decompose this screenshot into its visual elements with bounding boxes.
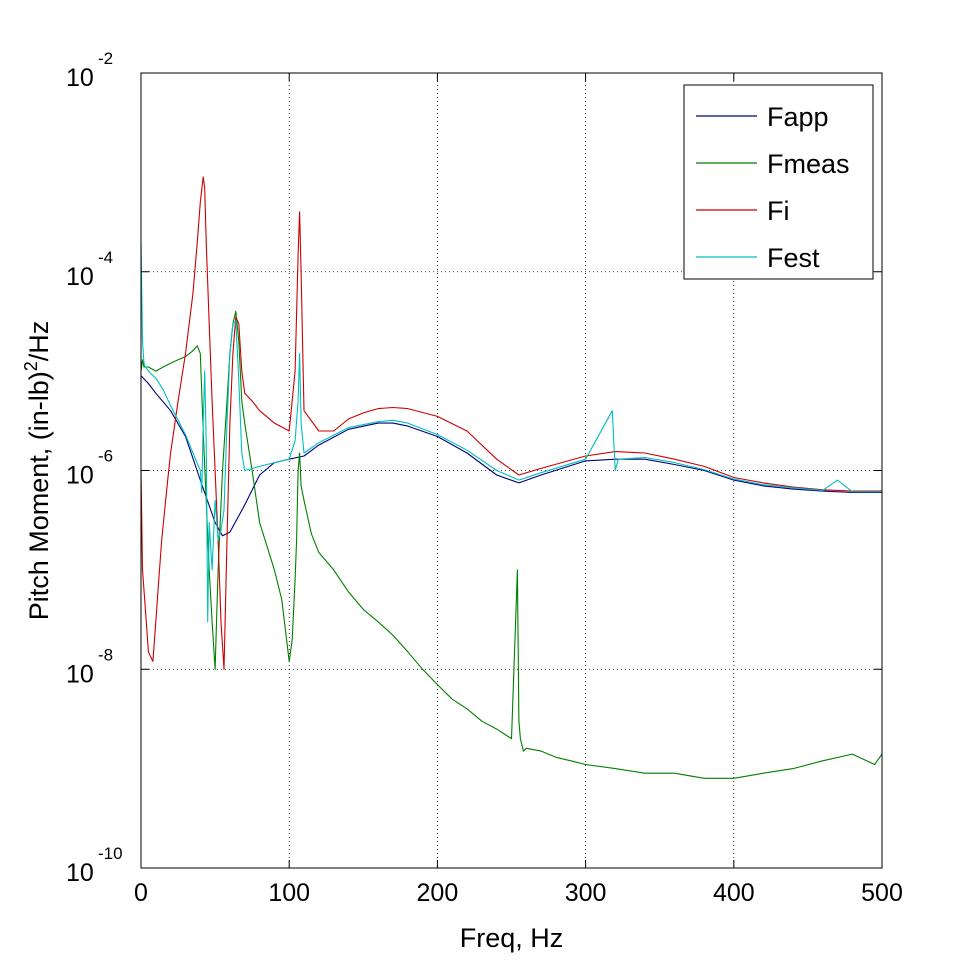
x-tick-label: 200 [417, 879, 459, 907]
series-line-fest [140, 241, 882, 623]
y-axis-title: Pitch Moment, (in-lb)2/Hz [21, 321, 54, 621]
y-axis-title-main: Pitch Moment, (in-lb) [24, 371, 54, 620]
legend-label: Fapp [767, 102, 829, 132]
legend-label: Fmeas [767, 149, 850, 179]
y-tick-label-exponent: -10 [98, 844, 123, 863]
y-tick-label-exponent: -6 [98, 447, 113, 466]
x-axis-title: Freq, Hz [460, 923, 564, 953]
y-tick-label-exponent: -4 [98, 248, 113, 267]
legend-label: Fest [767, 243, 820, 273]
y-tick-label-exponent: -8 [98, 645, 113, 664]
x-tick-label: 0 [134, 879, 148, 907]
legend-box [683, 84, 874, 280]
y-tick-label-base: 10 [66, 859, 94, 887]
y-tick-label-exponent: -2 [98, 49, 113, 68]
x-tick-label: 300 [565, 879, 607, 907]
series-line-fapp [140, 375, 882, 537]
y-axis-title-superscript: 2 [21, 361, 41, 371]
series-lines [140, 176, 883, 779]
x-tick-label: 500 [861, 879, 903, 907]
y-tick-label-base: 10 [66, 263, 94, 291]
x-tick-label: 400 [713, 879, 755, 907]
y-tick-label-base: 10 [66, 64, 94, 92]
x-tick-label: 100 [268, 879, 310, 907]
legend: Fapp Fmeas Fi Fest [683, 84, 874, 280]
y-tick-label-base: 10 [66, 462, 94, 490]
y-axis-title-suffix: /Hz [24, 321, 54, 362]
series-line-fi [140, 176, 882, 670]
series-line-fmeas [140, 310, 883, 779]
y-tick-label-base: 10 [66, 660, 94, 688]
legend-label: Fi [767, 196, 790, 226]
